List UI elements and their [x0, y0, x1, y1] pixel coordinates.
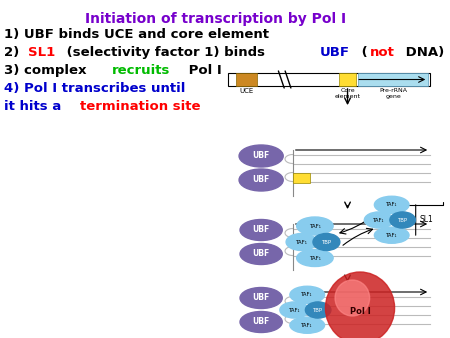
Text: Core
element: Core element — [334, 88, 360, 99]
Text: 4) Pol I transcribes until: 4) Pol I transcribes until — [4, 82, 185, 95]
Text: SL1: SL1 — [419, 216, 433, 224]
Ellipse shape — [374, 227, 409, 243]
Text: Pol I: Pol I — [350, 308, 370, 316]
Text: UBF: UBF — [252, 249, 270, 259]
Text: TBP: TBP — [398, 217, 408, 222]
Ellipse shape — [306, 302, 331, 318]
Ellipse shape — [240, 288, 282, 309]
Text: 2): 2) — [4, 46, 24, 59]
Text: UBF: UBF — [252, 151, 270, 161]
Text: UBF: UBF — [252, 225, 270, 235]
Text: 3) complex: 3) complex — [4, 64, 91, 77]
Ellipse shape — [240, 243, 282, 265]
Text: termination site: termination site — [81, 100, 201, 113]
Text: recruits: recruits — [112, 64, 170, 77]
Text: DNA): DNA) — [400, 46, 444, 59]
Text: TAF₁: TAF₁ — [386, 233, 397, 238]
Ellipse shape — [280, 302, 309, 318]
Ellipse shape — [239, 169, 283, 191]
Text: TAF₁: TAF₁ — [309, 223, 321, 228]
FancyBboxPatch shape — [229, 73, 430, 86]
Text: TAF₁: TAF₁ — [302, 323, 313, 328]
Text: not: not — [370, 46, 395, 59]
Text: TAF₁: TAF₁ — [386, 202, 397, 207]
Text: Pol I: Pol I — [184, 64, 222, 77]
Text: TAF₁: TAF₁ — [309, 256, 321, 261]
Ellipse shape — [239, 145, 283, 167]
Text: TBP: TBP — [313, 308, 323, 313]
Text: TAF₁: TAF₁ — [289, 308, 300, 313]
Ellipse shape — [297, 217, 333, 235]
Ellipse shape — [290, 317, 324, 333]
Ellipse shape — [240, 219, 282, 241]
Ellipse shape — [290, 286, 324, 303]
Text: TAF₁: TAF₁ — [296, 240, 307, 244]
Text: UBF: UBF — [252, 317, 270, 327]
Ellipse shape — [240, 312, 282, 333]
Text: UBF: UBF — [320, 46, 349, 59]
Text: it hits a: it hits a — [4, 100, 66, 113]
Ellipse shape — [286, 234, 317, 250]
Text: UBF: UBF — [252, 175, 270, 185]
Text: UBF: UBF — [252, 293, 270, 303]
Text: TAF₁: TAF₁ — [302, 292, 313, 297]
Text: (: ( — [356, 46, 367, 59]
Ellipse shape — [374, 196, 409, 213]
FancyBboxPatch shape — [339, 73, 356, 86]
Ellipse shape — [297, 249, 333, 266]
Ellipse shape — [313, 234, 340, 250]
Text: TBP: TBP — [321, 240, 332, 244]
Text: SL1: SL1 — [28, 46, 56, 59]
Text: Pre-rRNA
gene: Pre-rRNA gene — [379, 88, 407, 99]
Text: UCE: UCE — [239, 88, 254, 94]
Circle shape — [325, 272, 395, 338]
Text: TAF₁: TAF₁ — [373, 217, 385, 222]
Ellipse shape — [390, 212, 415, 228]
Ellipse shape — [364, 212, 394, 228]
FancyBboxPatch shape — [293, 173, 310, 183]
Text: 1) UBF binds UCE and core element: 1) UBF binds UCE and core element — [4, 28, 269, 41]
Text: Initiation of transcription by Pol I: Initiation of transcription by Pol I — [86, 12, 347, 26]
Circle shape — [335, 280, 369, 316]
FancyBboxPatch shape — [236, 73, 257, 86]
FancyBboxPatch shape — [358, 73, 428, 86]
Text: (selectivity factor 1) binds: (selectivity factor 1) binds — [62, 46, 270, 59]
